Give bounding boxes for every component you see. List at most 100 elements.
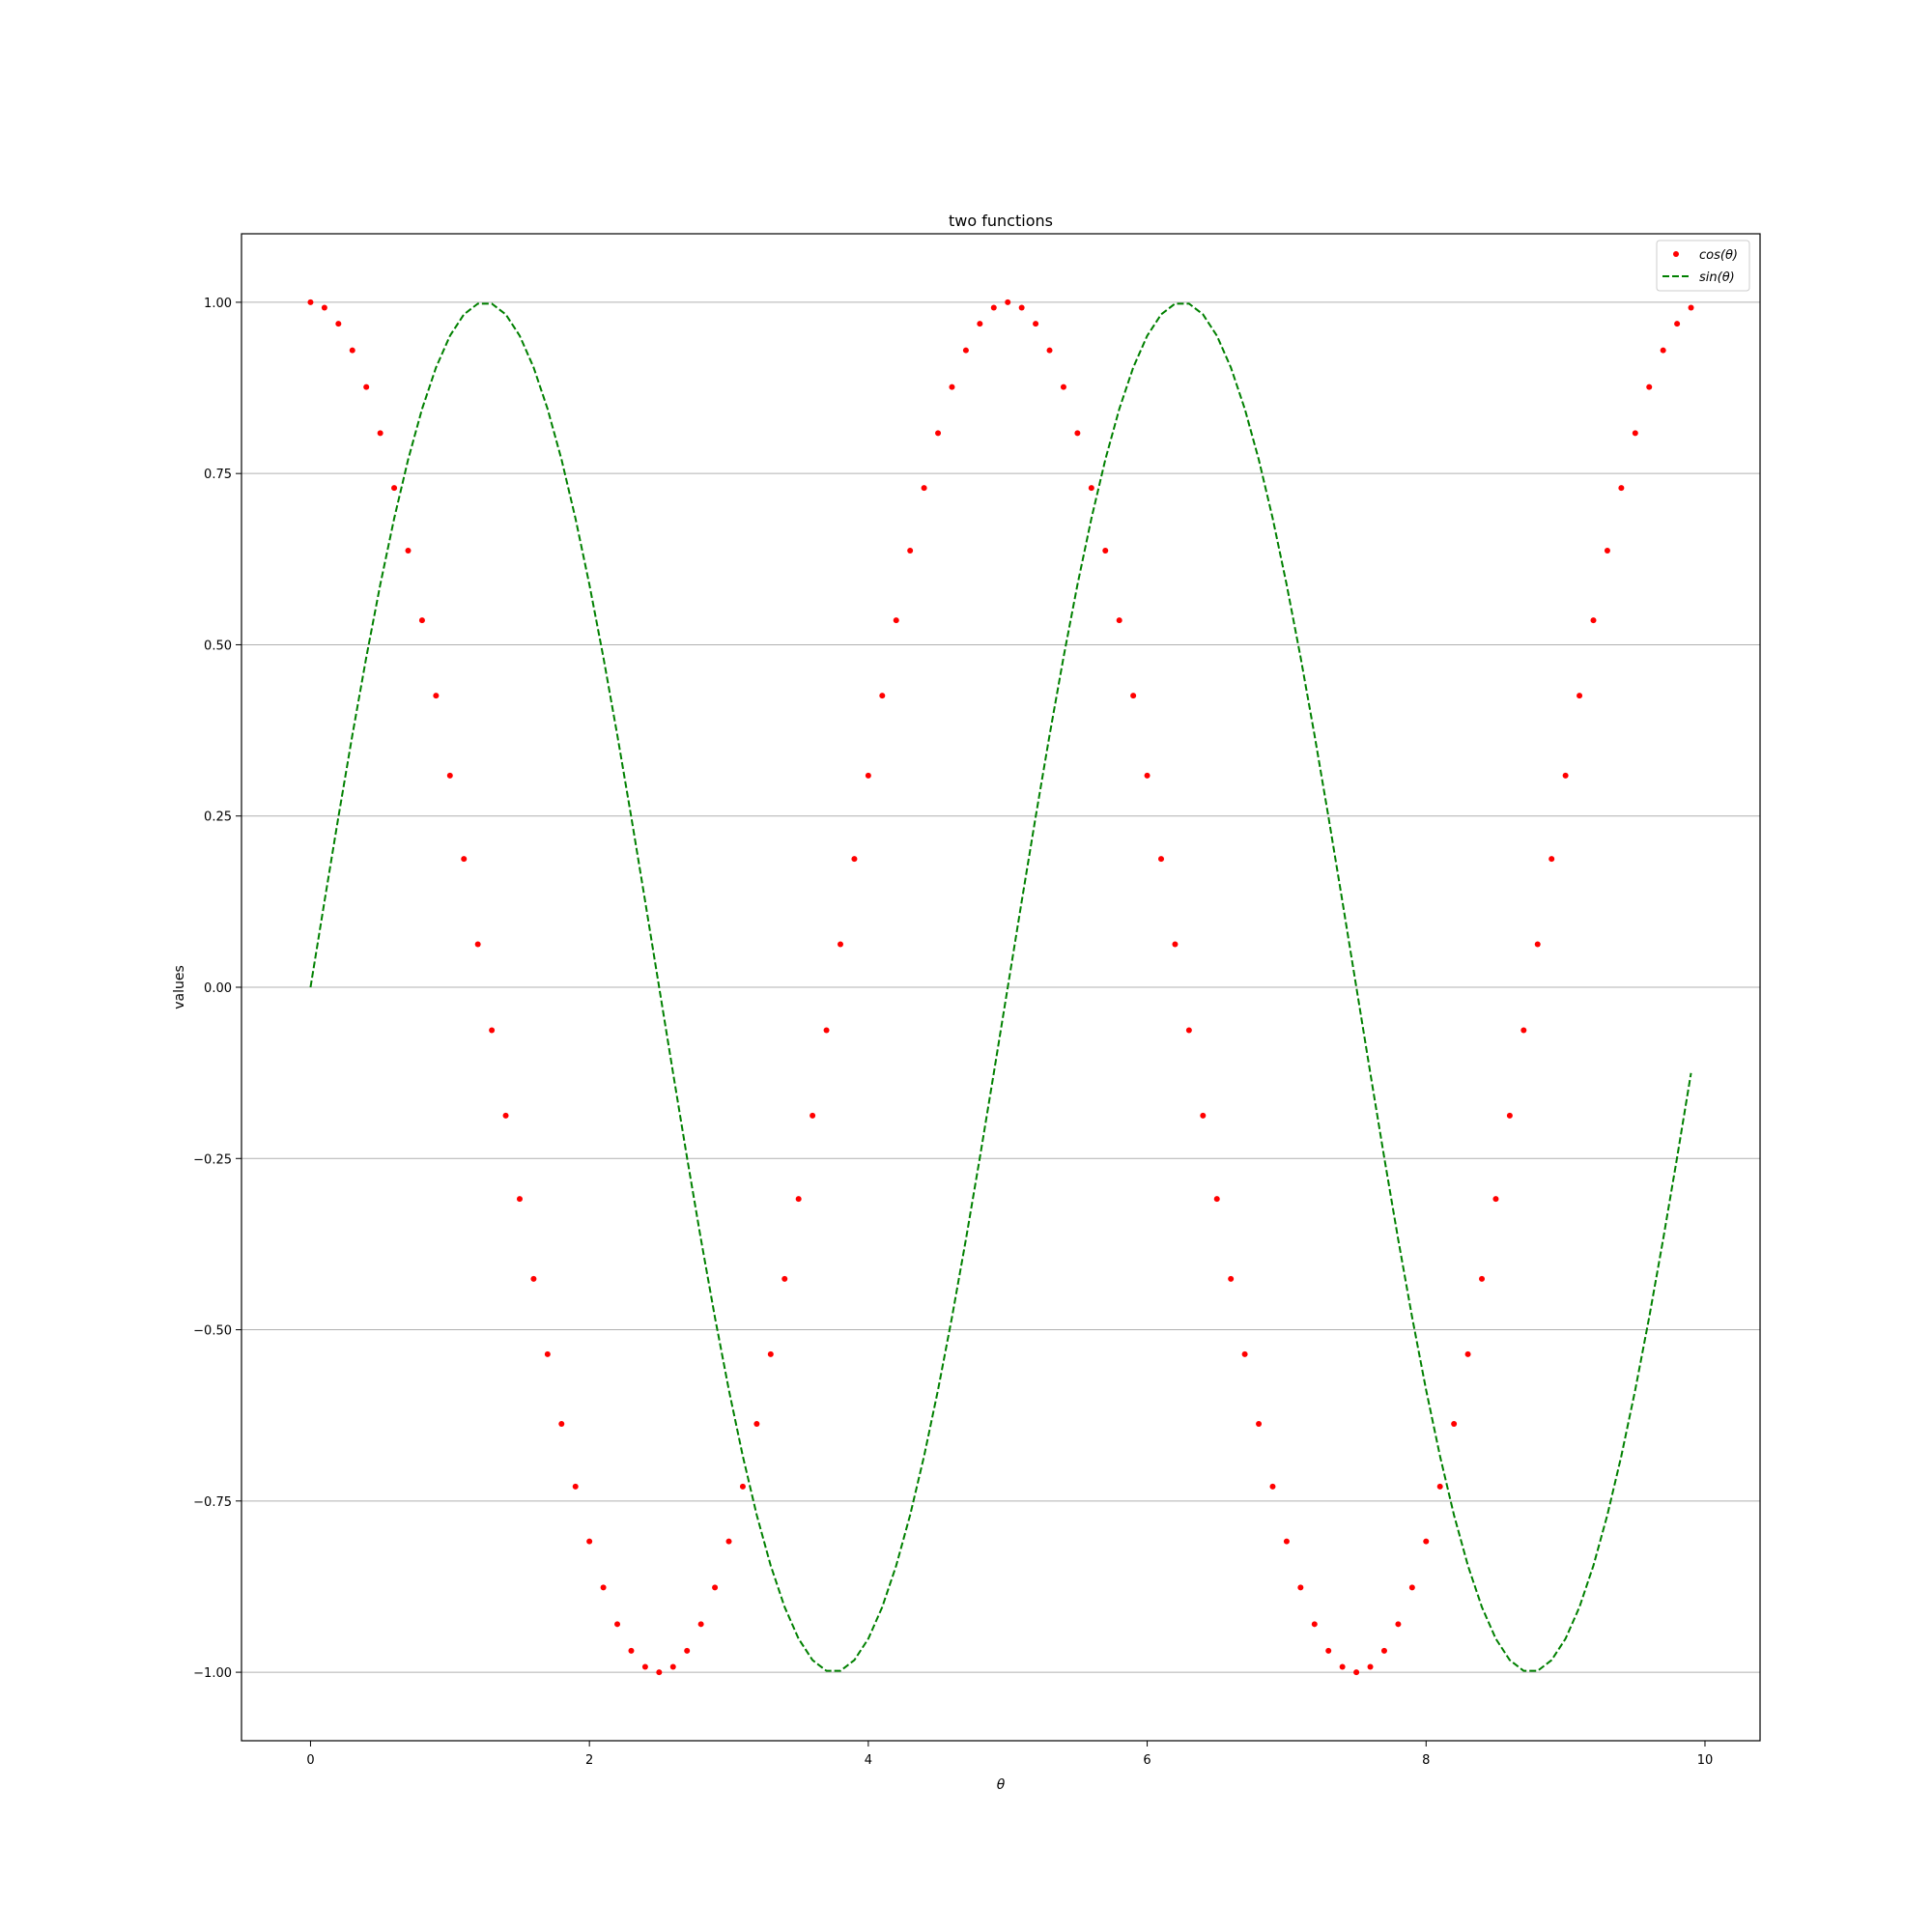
cos-data-point [572, 1483, 579, 1490]
legend-cos-label: cos(θ) [1699, 248, 1738, 263]
cos-data-point [1256, 1420, 1263, 1427]
cos-data-point [1088, 485, 1094, 492]
cos-data-point [1506, 1112, 1513, 1119]
sin-series-line [309, 302, 1692, 1672]
cos-data-point [949, 384, 955, 390]
cos-data-point [1228, 1275, 1235, 1282]
x-tick-label: 6 [1143, 1753, 1151, 1768]
cos-data-point [321, 304, 327, 311]
cos-data-point [1046, 347, 1053, 354]
cos-data-point [405, 548, 412, 554]
series-layer [307, 298, 1694, 1676]
cos-data-point [1033, 321, 1039, 327]
cos-data-point [810, 1112, 816, 1119]
cos-data-point [1548, 856, 1555, 863]
legend-cos-marker [1673, 251, 1679, 257]
cos-data-point [1200, 1112, 1207, 1119]
cos-data-point [502, 1112, 509, 1119]
x-axis-ticks: 0 2 4 6 8 10 [306, 1741, 1713, 1768]
cos-data-point [641, 1663, 648, 1670]
cos-data-point [1464, 1350, 1471, 1357]
cos-data-point [349, 347, 355, 354]
cos-data-point [851, 856, 858, 863]
cos-data-point [1311, 1621, 1318, 1628]
cos-data-point [530, 1275, 537, 1282]
y-tick-label: 0.50 [204, 639, 232, 653]
cos-data-point [377, 430, 384, 437]
y-tick-label: −0.25 [193, 1152, 232, 1167]
cos-data-point [767, 1350, 774, 1357]
cos-data-point [656, 1669, 663, 1676]
cos-data-point [893, 617, 899, 624]
legend-sin-label: sin(θ) [1699, 270, 1735, 285]
cos-data-point [1590, 617, 1597, 624]
cos-data-point [879, 693, 886, 699]
y-tick-label: 1.00 [204, 297, 232, 311]
y-tick-label: 0.25 [204, 810, 232, 825]
cos-data-point [1172, 941, 1179, 948]
legend: cos(θ) sin(θ) [1656, 240, 1750, 292]
y-tick-label: 0.75 [204, 468, 232, 482]
cos-data-point [1005, 298, 1011, 305]
cos-data-point [1520, 1027, 1527, 1034]
cos-data-point [586, 1538, 593, 1545]
cos-data-point [697, 1621, 704, 1628]
y-tick-label: −0.50 [193, 1324, 232, 1339]
cos-data-point [1283, 1538, 1290, 1545]
cos-data-point [1492, 1196, 1499, 1203]
cos-data-point [1144, 772, 1151, 779]
cos-data-point [628, 1647, 635, 1654]
cos-data-point [725, 1538, 732, 1545]
cos-data-point [1241, 1350, 1248, 1357]
cos-data-point [1213, 1196, 1220, 1203]
legend-box [1656, 240, 1750, 292]
cos-data-point [307, 298, 314, 305]
cos-data-point [712, 1584, 719, 1591]
cos-data-point [1660, 347, 1666, 354]
cos-data-point [1423, 1538, 1430, 1545]
cos-data-point [1158, 856, 1165, 863]
chart-title: two functions [949, 212, 1053, 230]
cos-data-point [391, 485, 398, 492]
cos-data-point [474, 941, 481, 948]
cos-data-point [461, 856, 468, 863]
cos-data-point [1479, 1275, 1486, 1282]
y-tick-label: −0.75 [193, 1495, 232, 1510]
cos-data-point [1618, 485, 1625, 492]
cos-data-point [739, 1483, 746, 1490]
cos-data-point [1018, 304, 1025, 311]
grid-layer [242, 301, 1760, 1673]
y-axis-ticks: 1.00 0.75 0.50 0.25 0.00 −0.25 −0.50 −0.75 −1.00 [193, 297, 242, 1681]
x-tick-label: 2 [585, 1753, 593, 1768]
cos-data-point [669, 1663, 676, 1670]
cos-data-point [1408, 1584, 1415, 1591]
cos-data-point [1353, 1669, 1360, 1676]
cos-data-point [781, 1275, 788, 1282]
cos-data-point [516, 1196, 523, 1203]
cos-data-point [962, 347, 969, 354]
cos-data-point [489, 1027, 496, 1034]
cos-data-point [1646, 384, 1653, 390]
x-tick-label: 8 [1422, 1753, 1430, 1768]
x-axis-label: θ [997, 1777, 1006, 1793]
cos-data-point [823, 1027, 830, 1034]
cos-data-point [1074, 430, 1081, 437]
y-axis-label: values [172, 965, 187, 1009]
cos-data-point [600, 1584, 607, 1591]
cos-data-point [1534, 941, 1541, 948]
cos-data-point [1185, 1027, 1192, 1034]
cos-data-point [363, 384, 370, 390]
cos-data-point [614, 1621, 621, 1628]
cos-data-point [1395, 1621, 1402, 1628]
cos-data-point [1688, 304, 1694, 311]
x-tick-label: 10 [1697, 1753, 1714, 1768]
cos-data-point [433, 693, 440, 699]
cos-data-point [1325, 1647, 1332, 1654]
cos-data-point [1436, 1483, 1443, 1490]
cos-data-point [1367, 1663, 1374, 1670]
cos-data-point [1562, 772, 1569, 779]
cos-data-point [753, 1420, 760, 1427]
cos-data-point [418, 617, 425, 624]
